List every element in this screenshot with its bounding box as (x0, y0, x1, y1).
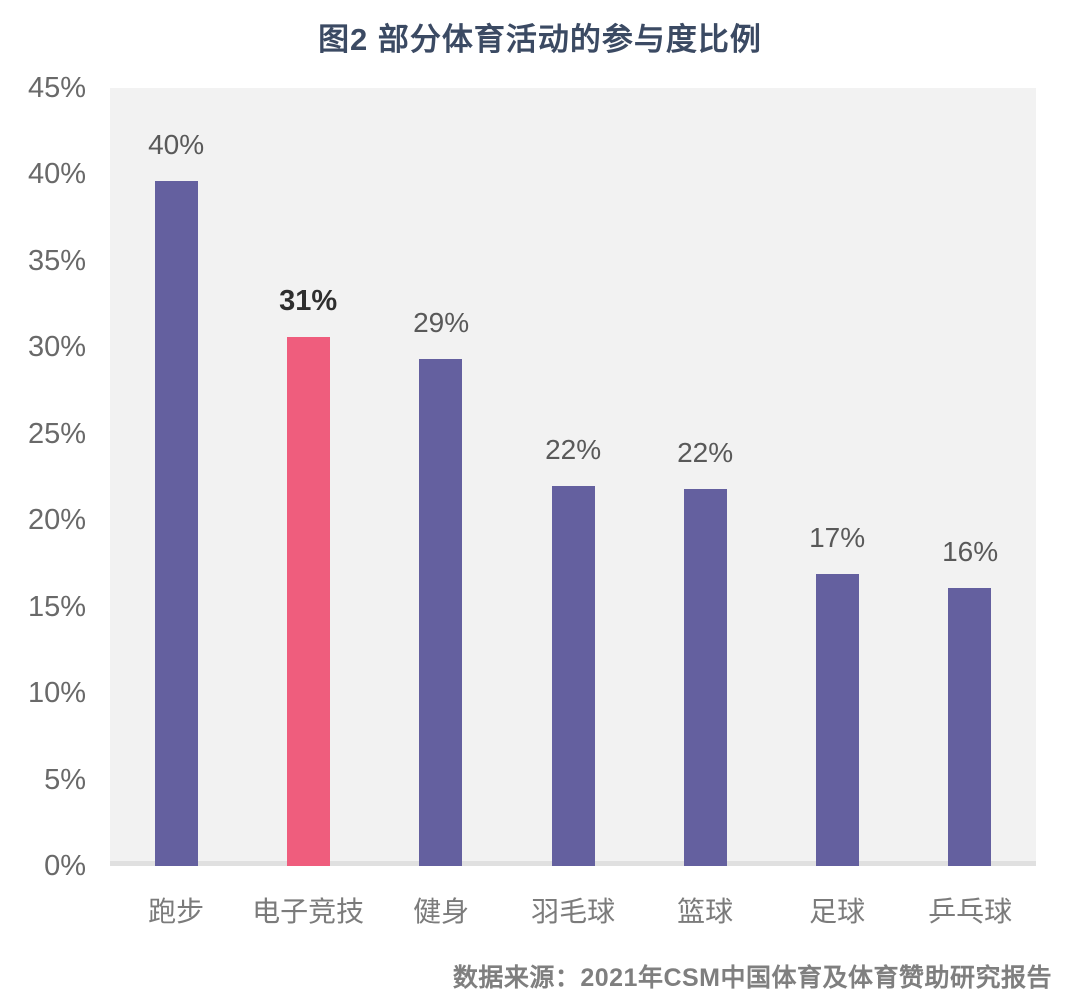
x-axis-category-label: 健身 (413, 896, 470, 927)
x-axis-category-label: 跑步 (148, 896, 205, 927)
x-axis-category-label: 乒乓球 (928, 896, 1013, 927)
bar (155, 181, 198, 866)
chart-title: 图2 部分体育活动的参与度比例 (318, 22, 762, 57)
x-axis-category-label: 篮球 (677, 896, 734, 927)
bar (948, 588, 991, 866)
bar (419, 359, 462, 866)
bar-value-label: 17% (809, 522, 866, 553)
bar (552, 486, 595, 866)
bar (684, 489, 727, 866)
bar-value-label: 16% (942, 536, 999, 567)
bar-highlighted (287, 337, 330, 866)
bar-value-label: 29% (413, 307, 470, 338)
x-axis-category-label: 足球 (809, 896, 866, 927)
y-axis-tick-label: 20% (27, 504, 86, 537)
bar (816, 574, 859, 866)
bar-value-label: 40% (148, 129, 205, 160)
x-axis-category-label: 羽毛球 (531, 896, 616, 927)
y-axis-tick-label: 25% (27, 417, 86, 450)
y-axis-tick-label: 15% (27, 590, 86, 623)
y-axis-tick-label: 5% (44, 763, 86, 796)
y-axis-tick-label: 30% (27, 331, 86, 364)
y-axis-tick-label: 0% (44, 850, 86, 882)
bar-value-label: 22% (677, 437, 734, 468)
bar-value-label: 31% (279, 285, 338, 317)
y-axis-tick-label: 10% (27, 677, 86, 710)
x-axis-category-label: 电子竞技 (252, 896, 365, 927)
source-note: 数据来源：2021年CSM中国体育及体育赞助研究报告 (452, 964, 1052, 992)
bar-value-label: 22% (545, 434, 602, 465)
y-axis-tick-label: 40% (27, 158, 86, 191)
y-axis-tick-label: 45% (27, 72, 86, 104)
y-axis-tick-label: 35% (27, 244, 86, 277)
